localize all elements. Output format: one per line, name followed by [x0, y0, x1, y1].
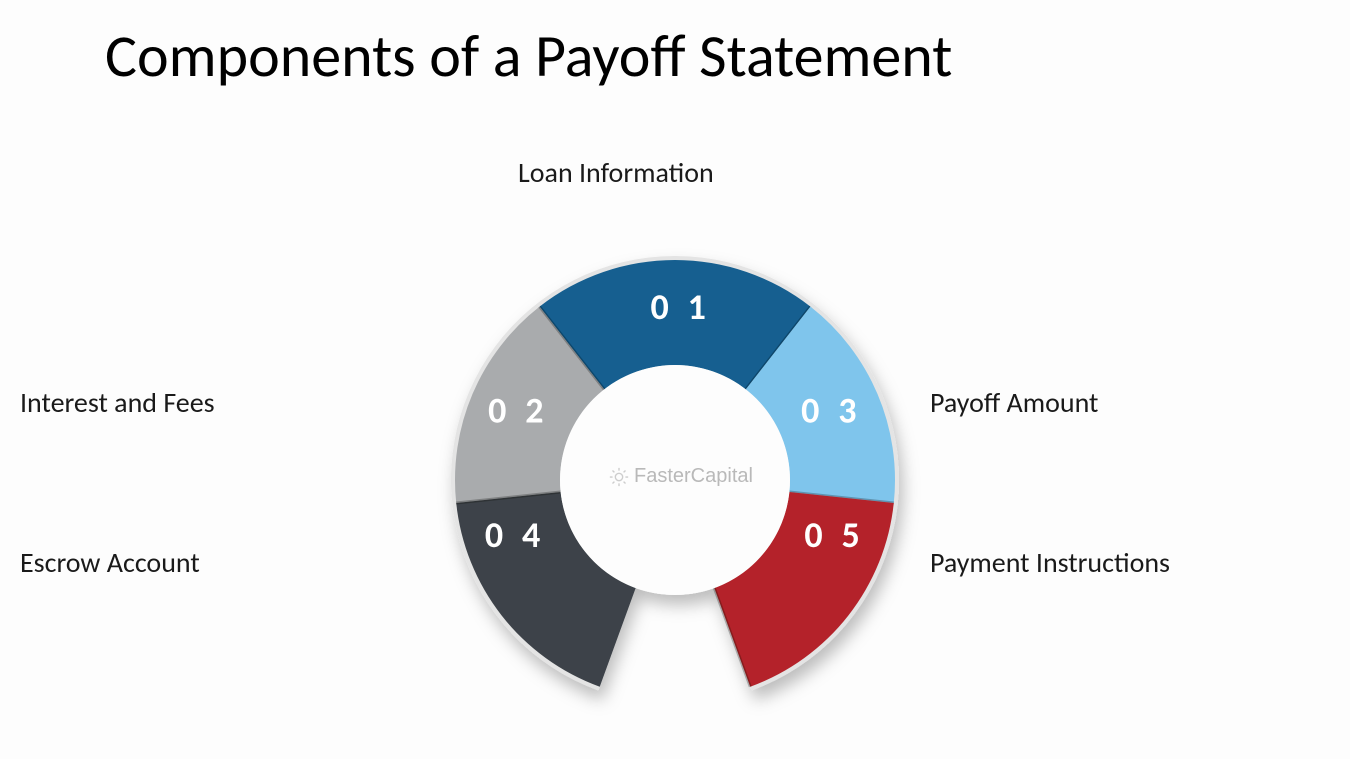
segment-label: Loan Information — [518, 155, 714, 190]
segment-number: 0 2 — [488, 388, 549, 432]
segment-label: Interest and Fees — [20, 385, 215, 420]
watermark: FasterCapital — [608, 465, 753, 488]
segment-number: 0 1 — [651, 285, 712, 329]
segment-number: 0 3 — [801, 388, 862, 432]
segment-number: 0 4 — [485, 513, 546, 557]
watermark-text: FasterCapital — [634, 465, 753, 488]
segment-number: 0 5 — [804, 513, 865, 557]
segment-label: Payment Instructions — [930, 545, 1170, 580]
segment-label: Escrow Account — [20, 545, 200, 580]
donut-chart: 0 1 0 2 0 3 0 4 0 5 — [0, 0, 1350, 759]
gear-icon — [608, 466, 630, 488]
segment-label: Payoff Amount — [930, 385, 1098, 420]
